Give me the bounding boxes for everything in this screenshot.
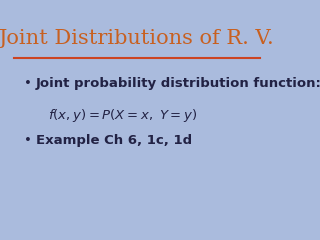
Text: Example Ch 6, 1c, 1d: Example Ch 6, 1c, 1d bbox=[36, 134, 192, 147]
Text: Joint Distributions of R. V.: Joint Distributions of R. V. bbox=[0, 29, 275, 48]
Text: Joint probability distribution function:: Joint probability distribution function: bbox=[36, 77, 320, 90]
Text: $f(x,y) = P(X{=}x,\ Y{=}y)$: $f(x,y) = P(X{=}x,\ Y{=}y)$ bbox=[48, 107, 198, 124]
Text: •: • bbox=[24, 77, 32, 90]
Text: •: • bbox=[24, 134, 32, 147]
